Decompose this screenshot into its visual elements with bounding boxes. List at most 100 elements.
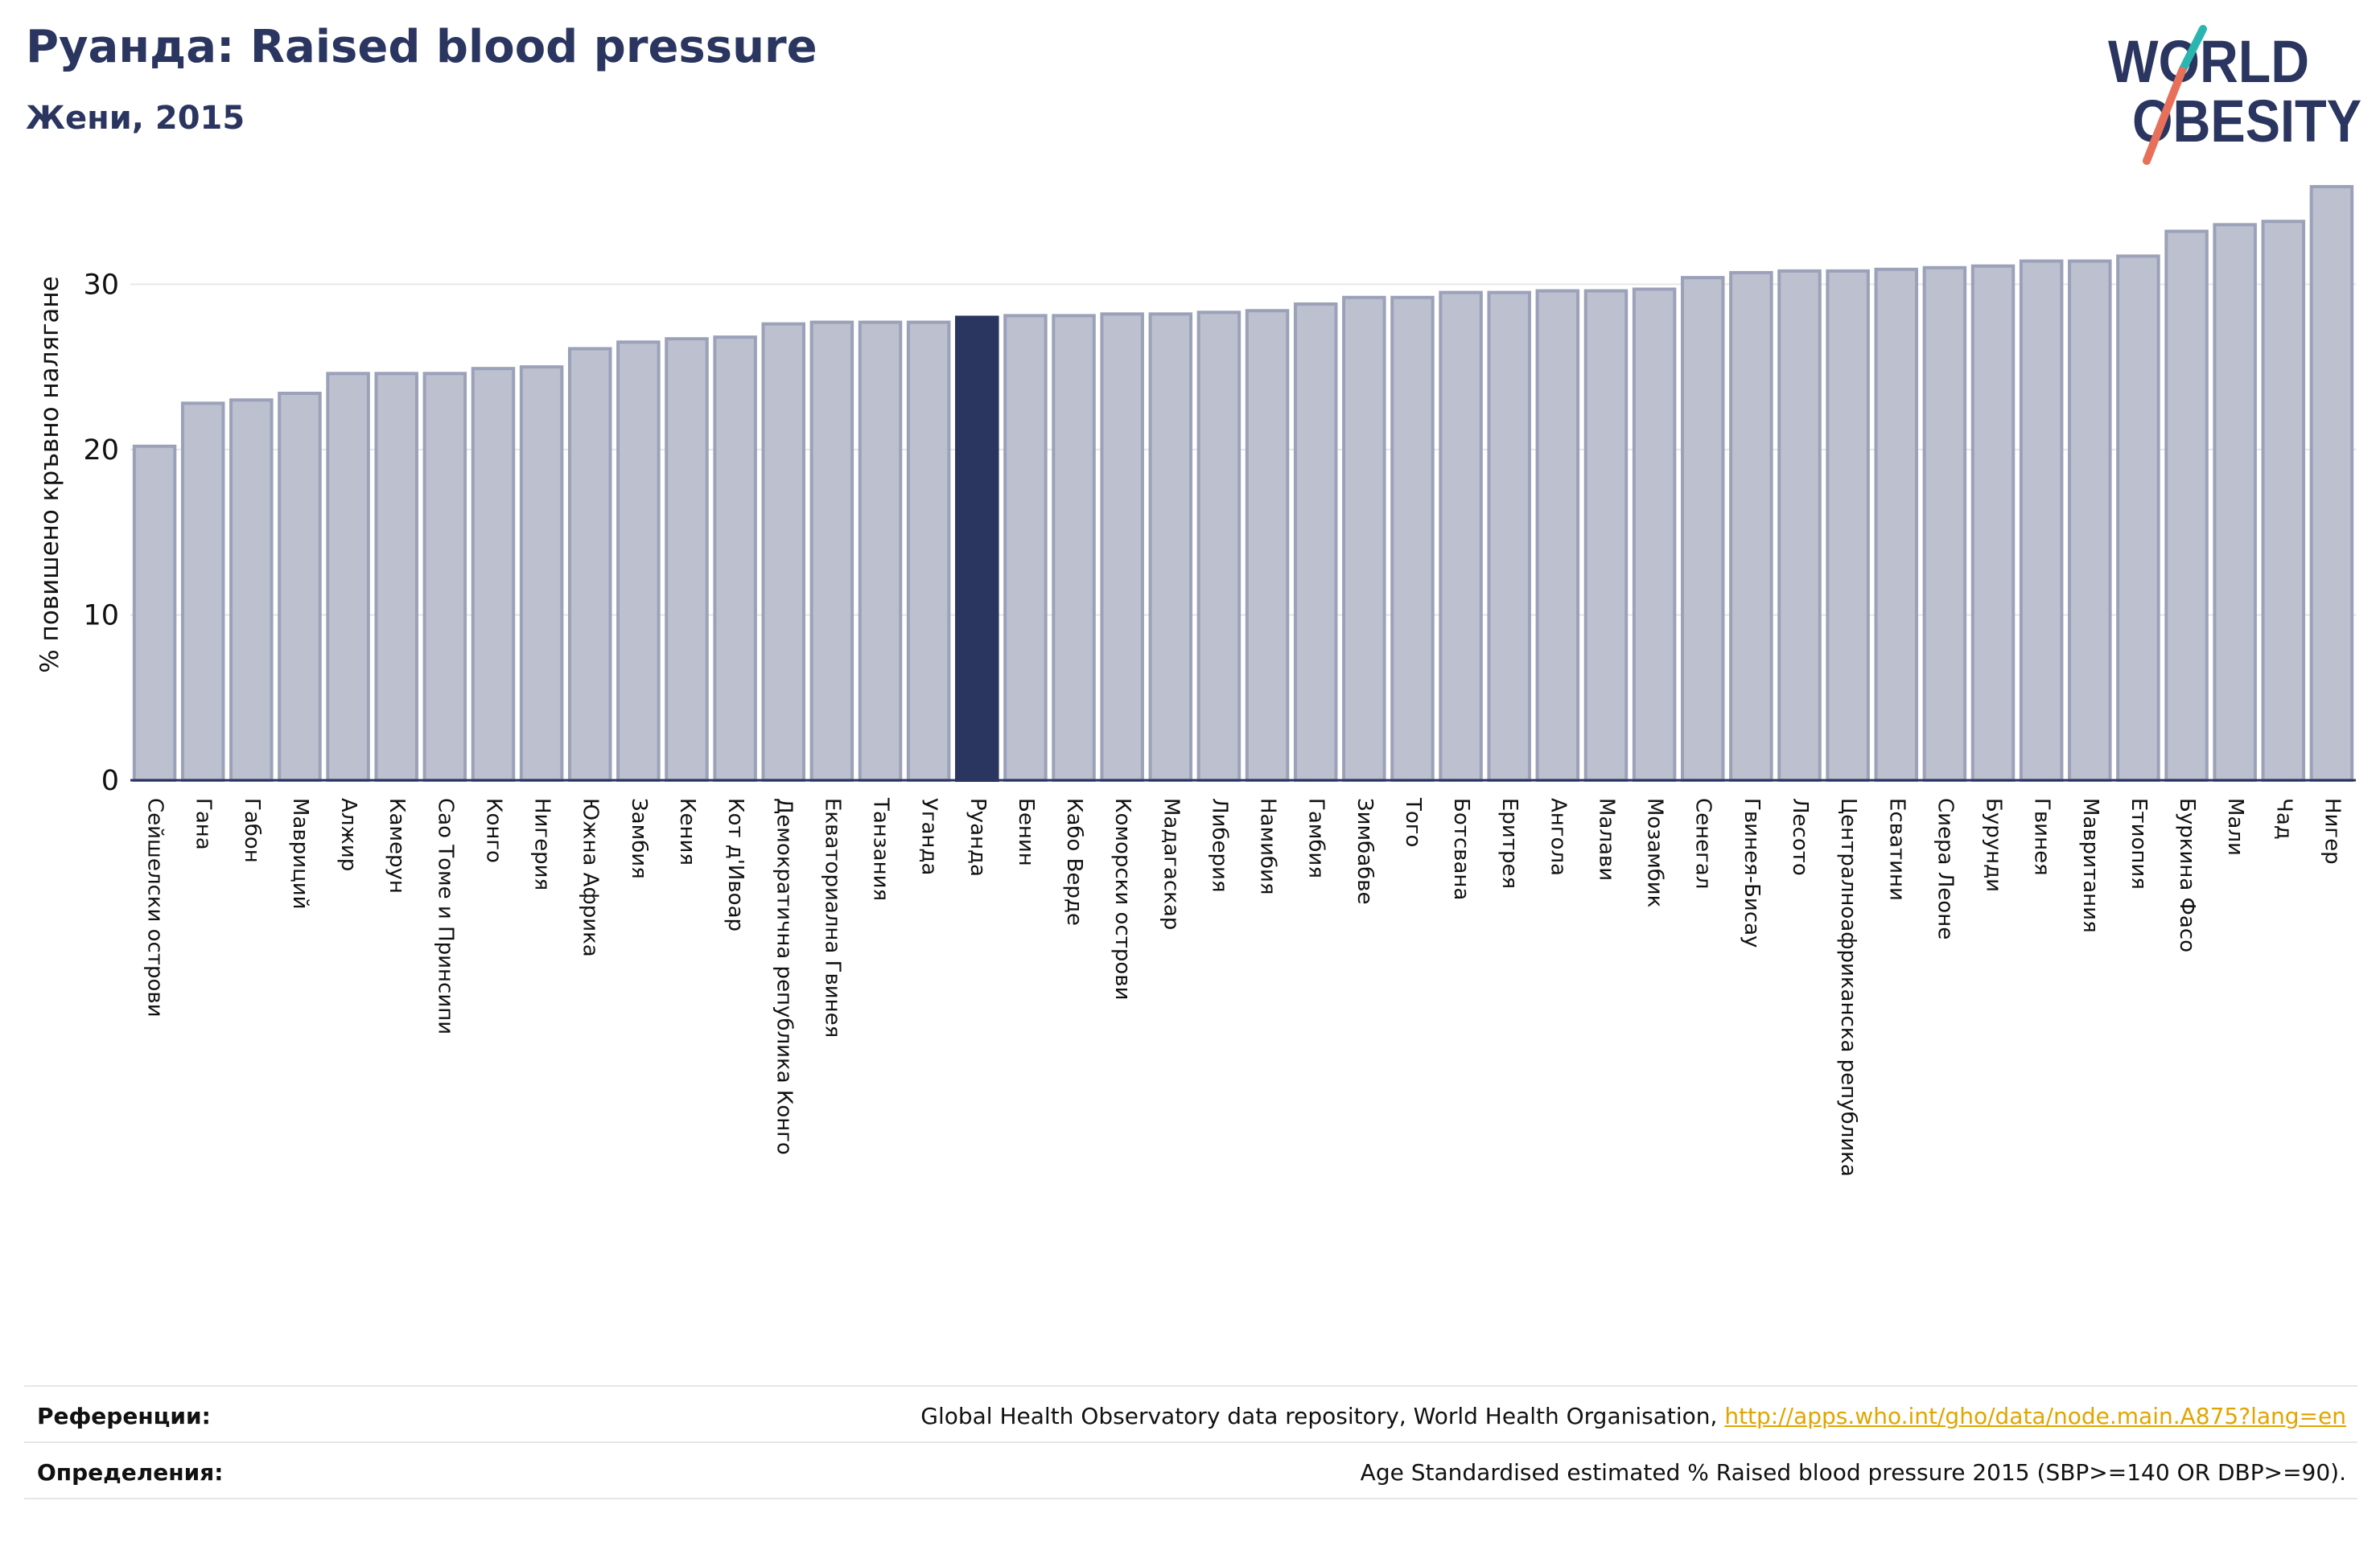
bar: [665, 337, 709, 782]
x-tick-label: Централноафриканска република: [1836, 798, 1860, 1177]
x-tick-label: Мадагаскар: [1159, 798, 1183, 930]
x-tick-label: Нигерия: [530, 798, 554, 890]
y-tick-label: 10: [83, 599, 119, 631]
bars: [132, 185, 2354, 783]
world-obesity-logo: WORLD OBESITY: [2108, 25, 2361, 165]
x-tick-label: Мавриций: [288, 798, 312, 910]
x-tick-label: Демократична република Конго: [772, 798, 796, 1155]
x-tick-label: Кабо Верде: [1062, 798, 1086, 926]
bar: [471, 367, 516, 782]
bar: [374, 372, 418, 782]
bar: [906, 320, 951, 783]
x-tick-label: Южна Африка: [579, 798, 603, 957]
x-tick-label: Кения: [675, 798, 699, 866]
definitions-text: Age Standardised estimated % Raised bloo…: [1360, 1459, 2346, 1486]
x-tick-label: Еритрея: [1497, 798, 1521, 889]
bar: [1293, 302, 1338, 782]
bar: [132, 444, 177, 782]
bar: [1680, 276, 1725, 783]
x-tick-label: Габон: [240, 798, 264, 863]
x-tick-label: Екваториална Гвинея: [820, 798, 844, 1038]
x-tick-label: Зимбабве: [1353, 798, 1377, 905]
y-tick-label: 0: [101, 765, 119, 797]
x-tick-label: Гамбия: [1304, 798, 1328, 878]
footer-divider-bottom: [24, 1498, 2357, 1499]
bar: [2164, 229, 2209, 782]
bar: [2261, 220, 2306, 782]
bar: [1632, 287, 1677, 782]
y-tick-label: 20: [83, 434, 119, 467]
bar: [713, 335, 757, 783]
x-tick-label: Етиопия: [2127, 798, 2151, 890]
x-tick-label: Уганда: [917, 798, 941, 875]
bar: [1342, 295, 1386, 782]
x-tick-label: Лесото: [1788, 798, 1812, 876]
x-tick-label: Чад: [2271, 798, 2296, 840]
bar: [1390, 295, 1435, 782]
bar: [2213, 223, 2257, 783]
bar: [2116, 254, 2160, 782]
x-tick-label: Сейшелски острови: [143, 798, 167, 1018]
x-tick-label: Нигер: [2320, 798, 2344, 865]
x-tick-label: Сиера Леоне: [1933, 798, 1957, 940]
x-tick-label: Гвинея-Бисау: [1740, 798, 1764, 948]
x-tick-label: Сенегал: [1691, 798, 1715, 889]
bar: [761, 322, 806, 782]
bar: [809, 320, 854, 783]
bar: [1003, 314, 1048, 782]
logo-text-world: WORLD: [2108, 28, 2309, 95]
bar: [519, 365, 564, 783]
logo-slash-bottom: [2143, 67, 2186, 165]
x-tick-label: Ангола: [1546, 798, 1570, 876]
x-tick-label: Конго: [481, 798, 505, 863]
bar: [1729, 270, 1773, 782]
x-tick-label: Руанда: [966, 798, 990, 877]
logo-slash-top: [2178, 25, 2207, 75]
page-subtitle: Жени, 2015: [26, 100, 245, 137]
bar: [1487, 290, 1531, 783]
x-tick-label: Мозамбик: [1643, 798, 1667, 907]
x-tick-label: Малави: [1594, 798, 1618, 881]
bar: [1100, 312, 1144, 783]
bar: [1777, 269, 1822, 782]
y-axis-label: % повишено кръвно налягане: [35, 276, 64, 673]
axes: 0 10 20 30: [83, 269, 2356, 797]
bar: [1826, 269, 1870, 782]
x-tick-label: Бурунди: [1982, 798, 2006, 892]
x-tick-label: Либерия: [1207, 798, 1231, 893]
footer-divider-top: [24, 1385, 2357, 1387]
bar: [1439, 290, 1483, 783]
x-tick-label: Танзания: [869, 797, 893, 901]
bar-chart: 0 10 20 30 Сейшелски острови Гана Габон Мавриц…: [35, 185, 2356, 1177]
bar: [229, 398, 274, 782]
x-tick-label: Мавритания: [2078, 798, 2102, 933]
bar: [1874, 267, 1919, 783]
bar: [567, 347, 612, 782]
bar: [1970, 264, 2016, 782]
references-link[interactable]: http://apps.who.int/gho/data/node.main.A…: [1724, 1403, 2346, 1429]
x-tick-label: Кот д'Ивоар: [723, 798, 747, 931]
x-tick-label: Того: [1401, 797, 1425, 847]
x-tick-label: Гана: [191, 798, 216, 850]
bar: [1196, 310, 1241, 782]
category-labels: Сейшелски острови Гана Габон Мавриций Алжир К…: [143, 797, 2345, 1177]
x-tick-label: Замбия: [627, 798, 651, 879]
x-tick-label: Намибия: [1256, 798, 1280, 895]
bar: [180, 401, 225, 782]
bar: [1148, 312, 1193, 783]
page-title: Руанда: Raised blood pressure: [26, 21, 817, 73]
bar: [2068, 259, 2112, 782]
x-tick-label: Алжир: [336, 798, 360, 871]
x-tick-label: Бенин: [1014, 798, 1038, 866]
bar: [1535, 289, 1580, 782]
definitions-label: Определения:: [37, 1459, 224, 1486]
footer-divider-middle: [24, 1441, 2357, 1443]
references-label: Референции:: [37, 1403, 211, 1429]
x-tick-label: Буркина Фасо: [2175, 798, 2199, 952]
bar: [2019, 259, 2064, 782]
x-tick-label: Сао Томе и Принсипи: [433, 798, 457, 1034]
x-tick-label: Есватини: [1884, 798, 1909, 901]
bar: [1583, 289, 1629, 782]
bar: [2309, 185, 2354, 783]
bar: [278, 392, 322, 782]
